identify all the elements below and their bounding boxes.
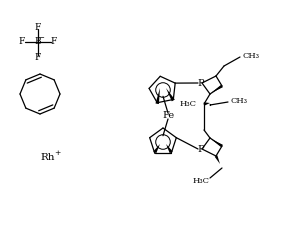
- Text: +: +: [54, 149, 60, 157]
- Text: CH₃: CH₃: [243, 52, 260, 60]
- Polygon shape: [166, 144, 173, 153]
- Text: F: F: [35, 23, 41, 31]
- Polygon shape: [204, 102, 210, 106]
- Polygon shape: [211, 85, 223, 93]
- Polygon shape: [153, 144, 160, 153]
- Polygon shape: [211, 139, 223, 147]
- Text: CH₃: CH₃: [231, 97, 247, 105]
- Text: F: F: [51, 38, 57, 46]
- Text: B: B: [35, 38, 41, 46]
- Text: P: P: [198, 78, 204, 88]
- Text: H₃C: H₃C: [180, 100, 197, 108]
- Polygon shape: [166, 88, 175, 101]
- Text: H₃C: H₃C: [193, 177, 210, 185]
- Text: −: −: [38, 34, 44, 42]
- Text: P: P: [198, 144, 204, 153]
- Text: Rh: Rh: [41, 152, 55, 161]
- Text: F: F: [35, 53, 41, 61]
- Polygon shape: [215, 155, 220, 164]
- Text: F: F: [19, 38, 25, 46]
- Text: Fe: Fe: [162, 112, 174, 121]
- Polygon shape: [155, 88, 160, 104]
